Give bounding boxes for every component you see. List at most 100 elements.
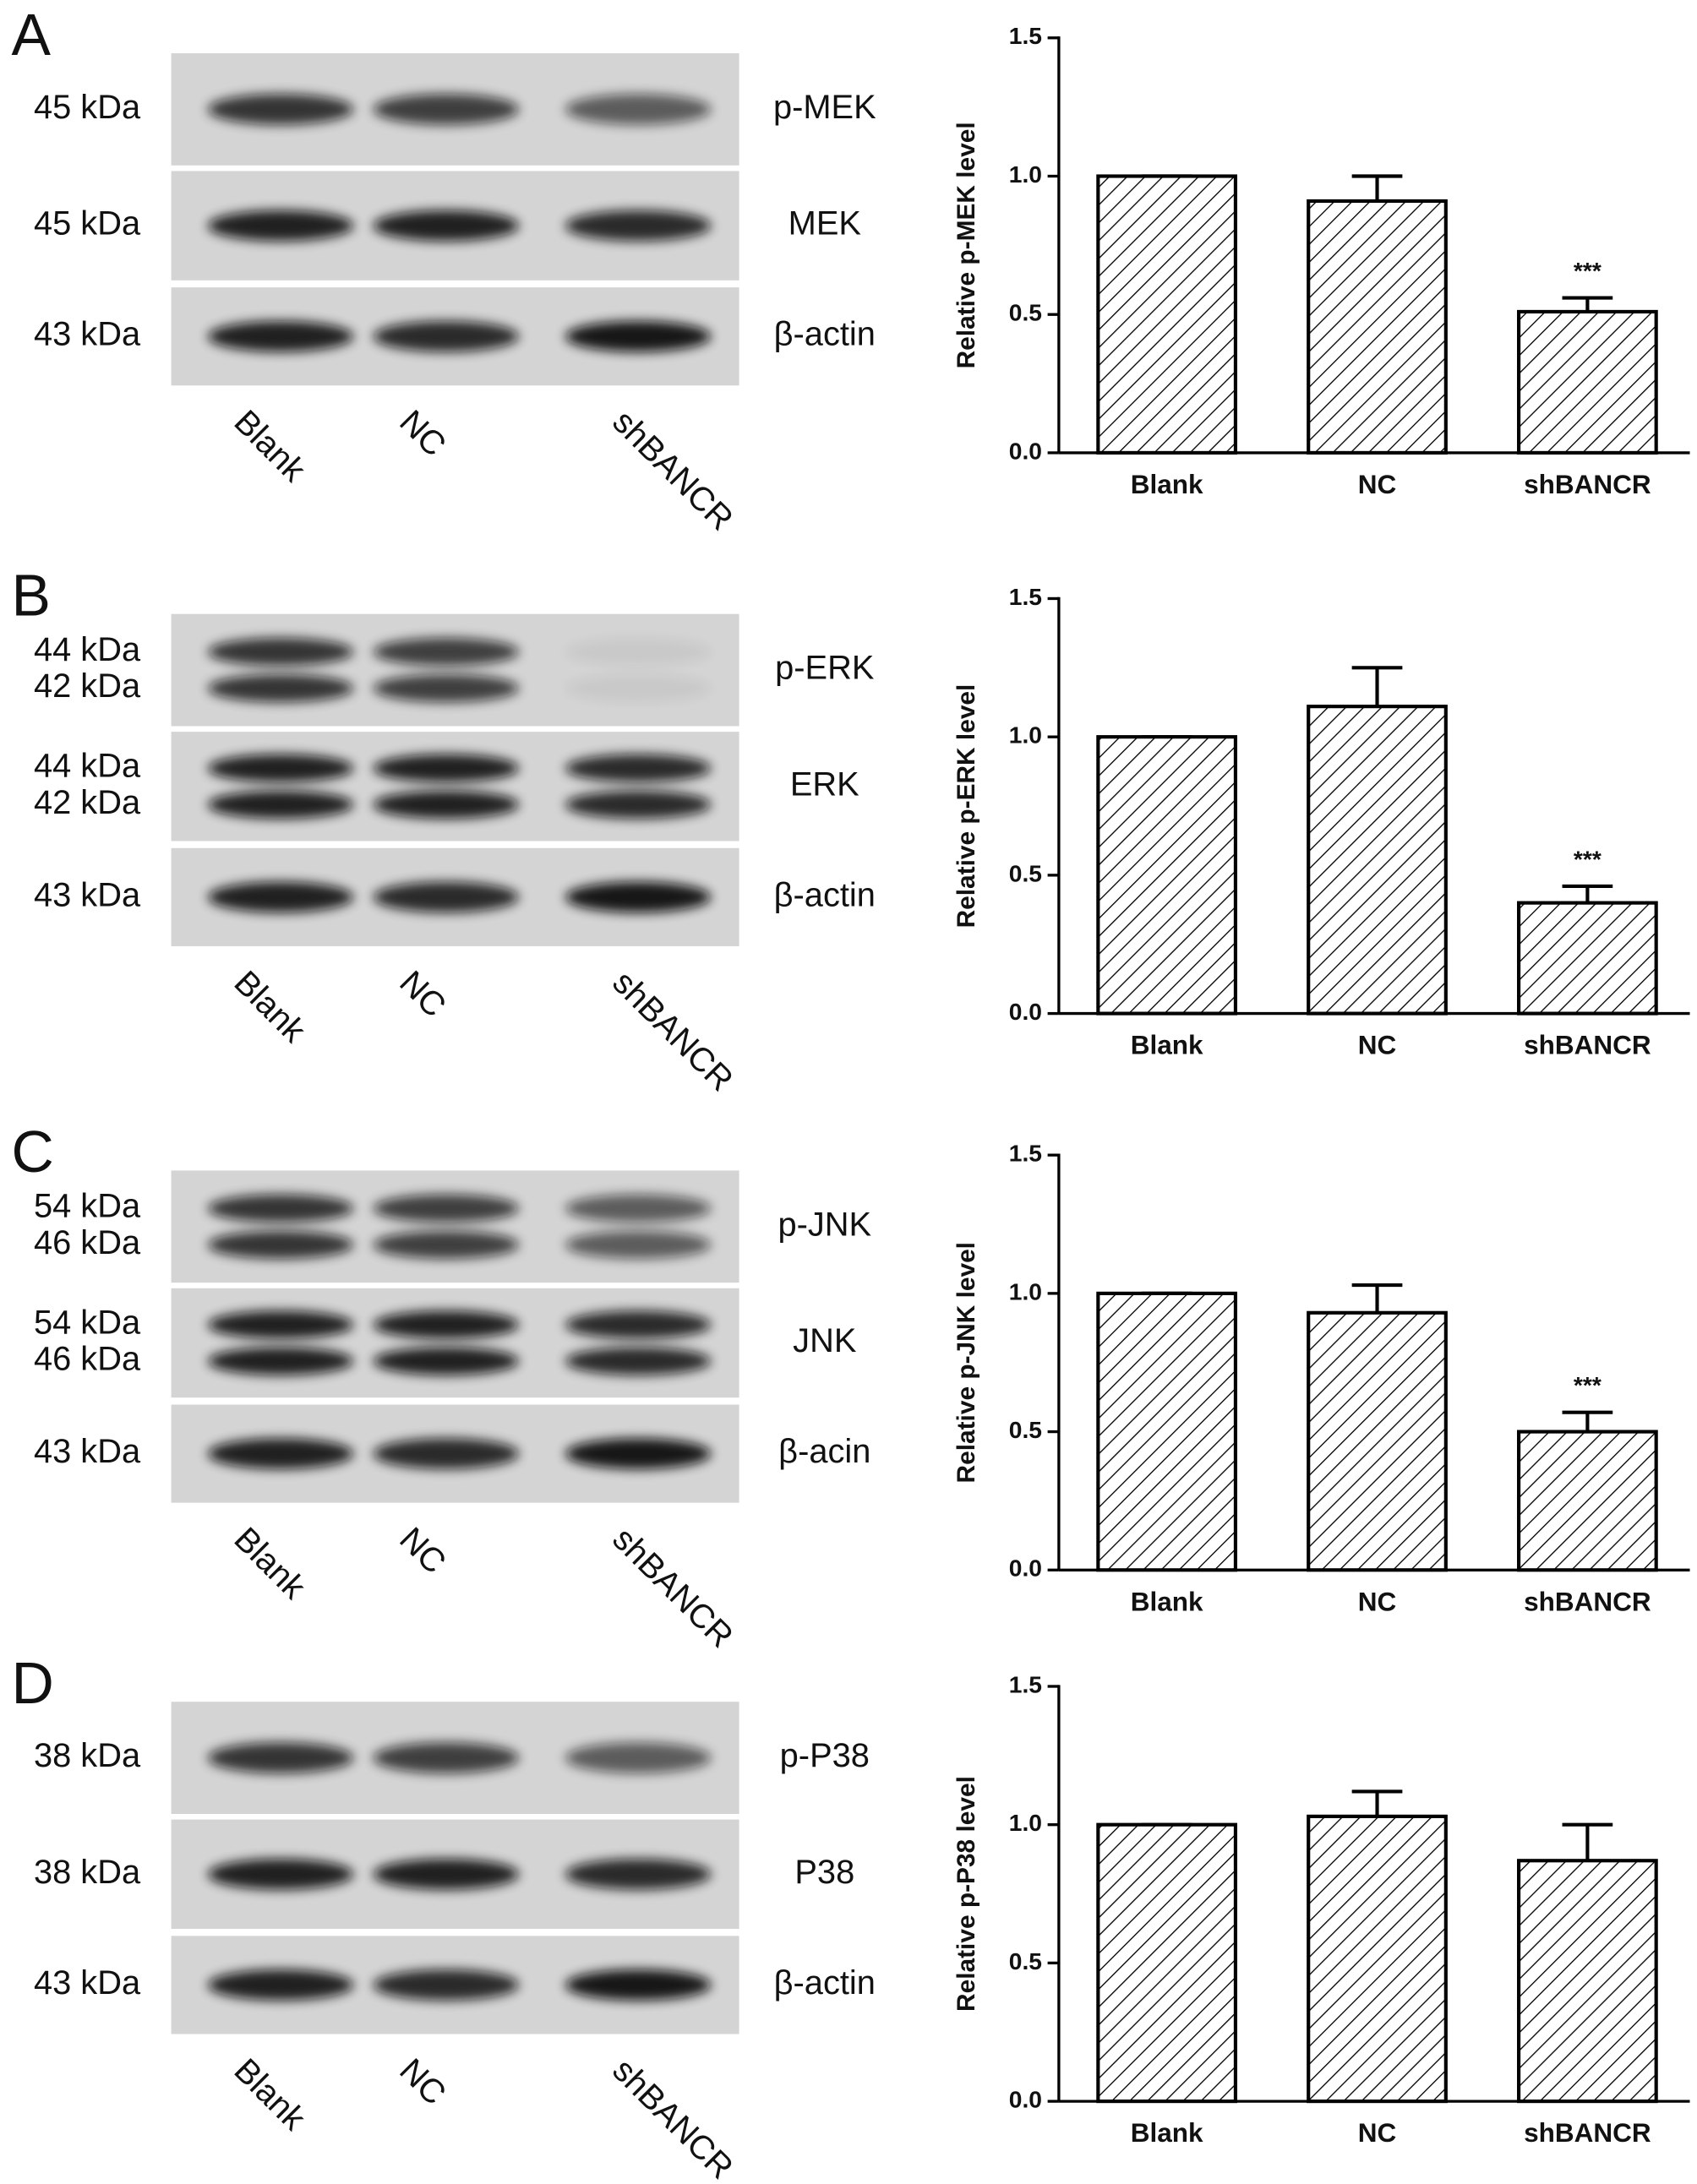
band xyxy=(373,1438,520,1469)
lane-label: shBANCR xyxy=(605,964,739,1098)
lane-label: NC xyxy=(392,403,453,464)
significance: *** xyxy=(1574,1371,1602,1398)
band xyxy=(565,1310,712,1339)
y-tick-label: 0.5 xyxy=(1009,859,1042,886)
protein-label: p-MEK xyxy=(773,89,876,126)
kda-label: 38 kDa xyxy=(34,1737,141,1774)
bar xyxy=(1096,1822,1238,2104)
bar xyxy=(1517,901,1658,1016)
protein-label: JNK xyxy=(793,1322,857,1359)
panel-letter: C xyxy=(11,1119,53,1185)
band xyxy=(565,674,712,703)
y-tick-label: 0.5 xyxy=(1009,1416,1042,1443)
bar xyxy=(1517,1859,1658,2104)
band xyxy=(373,210,520,242)
y-axis-label: Relative p-P38 level xyxy=(952,1776,980,2012)
y-tick-label: 0.0 xyxy=(1009,2086,1042,2113)
protein-label: β-acin xyxy=(778,1433,870,1470)
kda-label: 46 kDa xyxy=(34,1341,141,1378)
y-tick-label: 1.0 xyxy=(1009,722,1042,749)
significance: *** xyxy=(1574,257,1602,284)
band xyxy=(207,881,354,913)
band xyxy=(565,790,712,819)
y-tick-label: 1.5 xyxy=(1009,1670,1042,1697)
y-tick-label: 0.0 xyxy=(1009,1555,1042,1582)
kda-label: 54 kDa xyxy=(34,1188,141,1225)
kda-label: 43 kDa xyxy=(34,876,141,913)
band xyxy=(373,674,520,703)
band xyxy=(373,1230,520,1259)
panel-letter: A xyxy=(11,2,51,68)
y-tick-label: 1.5 xyxy=(1009,583,1042,610)
band xyxy=(565,1347,712,1375)
bar xyxy=(1517,1430,1658,1572)
band xyxy=(207,1742,354,1773)
x-tick-label: Blank xyxy=(1131,2117,1203,2148)
blot-strip xyxy=(171,613,739,727)
band xyxy=(207,1859,354,1890)
band xyxy=(373,754,520,782)
x-tick-label: Blank xyxy=(1131,469,1203,499)
bar xyxy=(1096,1291,1238,1572)
x-tick-label: Blank xyxy=(1131,1030,1203,1060)
band xyxy=(373,320,520,352)
bar xyxy=(1307,1310,1448,1572)
y-tick-label: 0.5 xyxy=(1009,1947,1042,1974)
protein-label: p-P38 xyxy=(780,1737,870,1774)
bar xyxy=(1307,1814,1448,2104)
kda-label: 38 kDa xyxy=(34,1854,141,1891)
band xyxy=(207,1347,354,1375)
band xyxy=(373,790,520,819)
band xyxy=(565,1230,712,1259)
significance: *** xyxy=(1574,846,1602,873)
lane-label: Blank xyxy=(226,1520,313,1606)
kda-label: 43 kDa xyxy=(34,1433,141,1470)
lane-label: NC xyxy=(392,964,453,1025)
band xyxy=(373,1969,520,2001)
lane-label: shBANCR xyxy=(605,2051,739,2184)
band xyxy=(373,1742,520,1773)
band xyxy=(373,637,520,667)
blot-strip xyxy=(171,1170,739,1283)
blot-strip xyxy=(171,1288,739,1398)
y-axis-label: Relative p-JNK level xyxy=(952,1242,980,1483)
band xyxy=(373,1347,520,1375)
y-tick-label: 0.0 xyxy=(1009,998,1042,1025)
band xyxy=(565,320,712,352)
x-tick-label: shBANCR xyxy=(1524,1030,1651,1060)
bar xyxy=(1096,735,1238,1016)
band xyxy=(565,94,712,125)
y-tick-label: 1.0 xyxy=(1009,1277,1042,1304)
band xyxy=(565,1194,712,1223)
band xyxy=(565,1742,712,1773)
band xyxy=(207,1230,354,1259)
x-tick-label: Blank xyxy=(1131,1586,1203,1616)
lane-label: shBANCR xyxy=(605,403,739,537)
y-axis-label: Relative p-MEK level xyxy=(952,122,980,368)
kda-label: 42 kDa xyxy=(34,784,141,821)
x-tick-label: NC xyxy=(1358,469,1397,499)
band xyxy=(565,881,712,913)
band xyxy=(207,210,354,242)
y-tick-label: 1.5 xyxy=(1009,1140,1042,1167)
blot-strip xyxy=(171,732,739,841)
x-tick-label: NC xyxy=(1358,1586,1397,1616)
band xyxy=(207,320,354,352)
kda-label: 45 kDa xyxy=(34,205,141,242)
kda-label: 42 kDa xyxy=(34,667,141,705)
protein-label: p-ERK xyxy=(775,650,875,687)
protein-label: P38 xyxy=(794,1854,854,1891)
band xyxy=(207,1194,354,1223)
band xyxy=(207,1310,354,1339)
kda-label: 46 kDa xyxy=(34,1224,141,1261)
band xyxy=(207,637,354,667)
kda-label: 45 kDa xyxy=(34,89,141,126)
band xyxy=(207,1969,354,2001)
y-tick-label: 1.5 xyxy=(1009,22,1042,49)
protein-label: MEK xyxy=(788,205,862,242)
lane-label: Blank xyxy=(226,403,313,489)
kda-label: 43 kDa xyxy=(34,1964,141,2002)
protein-label: β-actin xyxy=(774,1964,876,2002)
